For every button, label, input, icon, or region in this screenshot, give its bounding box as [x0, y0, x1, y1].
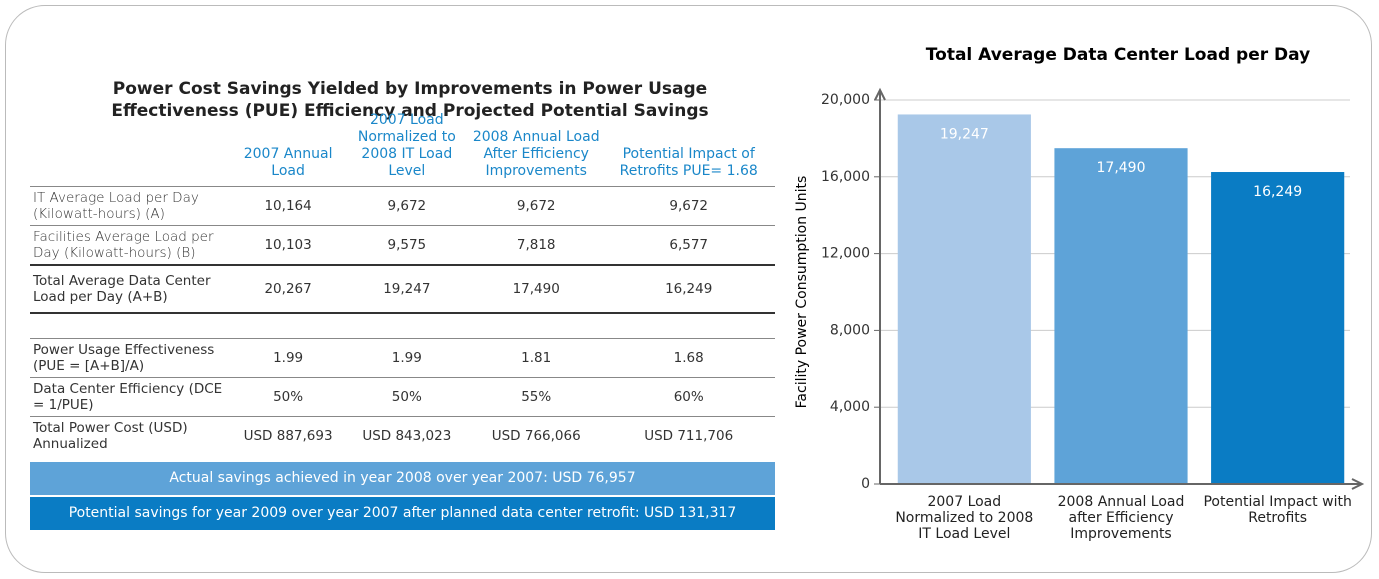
bar — [1211, 172, 1345, 484]
table-cell: 16,249 — [602, 264, 775, 314]
table-cell: USD 843,023 — [343, 416, 471, 455]
table-cell: 17,490 — [470, 264, 603, 314]
table-row: Facilities Average Load per Day (Kilowat… — [30, 225, 775, 265]
row-label: Total Power Cost (USD) Annualized — [30, 416, 233, 455]
row-label: Data Center Efficiency (DCE = 1/PUE) — [30, 377, 233, 417]
bar — [1054, 148, 1188, 484]
column-header: 2007 Annual Load — [243, 146, 333, 179]
x-tick-label: 2007 Load Normalized to 2008 IT Load Lev… — [895, 494, 1034, 542]
table-cell: 1.81 — [470, 338, 603, 378]
table-cell: 9,672 — [470, 186, 603, 226]
row-label: Facilities Average Load per Day (Kilowat… — [30, 225, 233, 265]
table-cell: 7,818 — [470, 225, 603, 265]
table-cell: 6,577 — [602, 225, 775, 265]
table-row: IT Average Load per Day (Kilowatt-hours)… — [30, 186, 775, 226]
table-row: Total Average Data Center Load per Day (… — [30, 264, 775, 314]
column-header: 2007 Load Normalized to 2008 IT Load Lev… — [357, 112, 456, 179]
table-cell: 10,164 — [232, 186, 344, 226]
table-cell: 1.99 — [343, 338, 471, 378]
x-tick-label: Potential Impact with Retrofits — [1203, 494, 1352, 526]
row-label: IT Average Load per Day (Kilowatt-hours)… — [30, 186, 233, 226]
y-tick-label: 4,000 — [830, 399, 870, 415]
data-label: 16,249 — [1253, 184, 1302, 200]
table-title: Power Cost Savings Yielded by Improvemen… — [111, 79, 709, 121]
table-cell: 50% — [232, 377, 344, 417]
table-cell: 50% — [343, 377, 471, 417]
table-cell: 55% — [470, 377, 603, 417]
table-cell: 10,103 — [232, 225, 344, 265]
data-label: 17,490 — [1097, 160, 1146, 176]
x-tick-label: 2008 Annual Load after Efficiency Improv… — [1057, 494, 1185, 542]
row-label: Power Usage Effectiveness (PUE = [A+B]/A… — [30, 338, 233, 378]
table: 2007 Annual Load 2007 Load Normalized to … — [30, 112, 775, 455]
frame — [5, 5, 1372, 573]
table-cell: USD 887,693 — [232, 416, 344, 455]
note: Actual savings achieved in year 2008 ove… — [30, 462, 775, 495]
data-label: 19,247 — [940, 126, 989, 142]
y-tick-label: 16,000 — [821, 169, 870, 185]
column-header: Potential Impact of Retrofits PUE= 1.68 — [619, 146, 758, 179]
y-tick-label: 0 — [861, 476, 870, 492]
table-cell: 9,672 — [602, 186, 775, 226]
header-row: 2007 Annual Load 2007 Load Normalized to … — [30, 112, 775, 187]
table-row: Total Power Cost (USD) Annualized USD 887… — [30, 416, 775, 455]
y-axis-label: Facility Power Consumption Units — [794, 176, 810, 409]
table-cell: USD 766,066 — [470, 416, 603, 455]
table-cell: 9,672 — [343, 186, 471, 226]
table-cell: 60% — [602, 377, 775, 417]
column-header: 2008 Annual Load After Efficiency Improv… — [472, 129, 600, 179]
row-label: Total Average Data Center Load per Day (… — [30, 264, 233, 314]
y-axis — [874, 87, 886, 484]
y-tick-label: 8,000 — [830, 322, 870, 338]
table-cell: 19,247 — [343, 264, 471, 314]
y-tick-label: 20,000 — [821, 92, 870, 108]
table-cell: USD 711,706 — [602, 416, 775, 455]
y-tick-label: 12,000 — [821, 246, 870, 262]
chart-title: Total Average Data Center Load per Day — [926, 45, 1310, 65]
x-axis — [880, 478, 1365, 490]
bar — [897, 114, 1031, 484]
table-cell: 1.99 — [232, 338, 344, 378]
table-row: Power Usage Effectiveness (PUE = [A+B]/A… — [30, 338, 775, 378]
table-row: Data Center Efficiency (DCE = 1/PUE) 50% 5… — [30, 377, 775, 417]
table-cell: 1.68 — [602, 338, 775, 378]
table-cell: 9,575 — [343, 225, 471, 265]
table-cell: 20,267 — [232, 264, 344, 314]
note: Potential savings for year 2009 over yea… — [30, 497, 775, 530]
